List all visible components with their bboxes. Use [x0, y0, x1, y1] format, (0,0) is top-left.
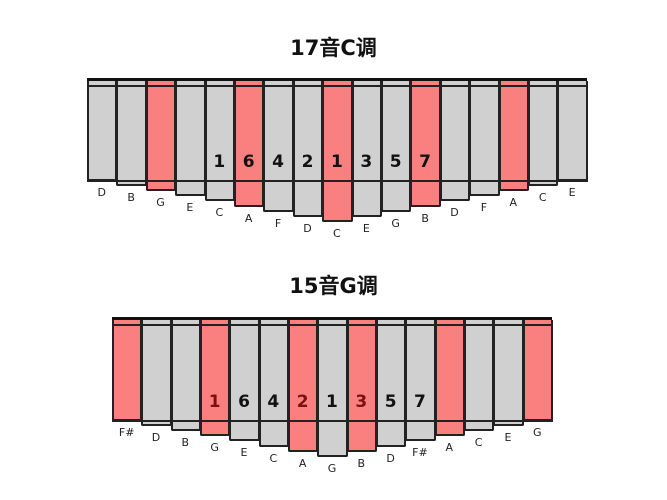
kalimba-key [434, 320, 465, 437]
note-label: C [474, 436, 483, 450]
note-label: B [127, 191, 135, 205]
scale-degree-number: 2 [296, 392, 309, 412]
note-label: C [538, 191, 547, 205]
kalimba-key [322, 81, 353, 222]
kalimba-key [493, 320, 524, 427]
note-label: B [357, 456, 366, 470]
kalimba-key [258, 320, 289, 447]
scale-degree-number: 1 [330, 152, 343, 172]
note-label: E [240, 446, 248, 460]
title-17-key-c: 17音C调 [290, 36, 377, 60]
kalimba-key [170, 320, 201, 432]
scale-degree-number: 6 [242, 152, 255, 172]
note-label: E [504, 431, 512, 445]
kalimba-key [498, 81, 529, 192]
note-label: F# [412, 446, 428, 460]
kalimba-key [469, 81, 500, 197]
note-label: G [391, 216, 400, 230]
note-label: G [210, 441, 219, 455]
note-label: E [186, 201, 194, 215]
kalimba-key [141, 320, 172, 427]
note-label: E [568, 186, 576, 199]
note-label: A [244, 211, 253, 225]
kalimba-key [405, 320, 436, 442]
note-label: G [156, 196, 165, 210]
note-label: D [151, 431, 161, 445]
kalimba-key [375, 320, 407, 447]
scale-degree-number: 7 [419, 152, 432, 172]
kalimba-key [287, 320, 319, 452]
scale-degree-number: 1 [213, 152, 226, 172]
scale-degree-number: 1 [326, 392, 338, 412]
note-label: F [274, 216, 282, 230]
note-label: D [97, 186, 106, 199]
kalimba-key [351, 81, 382, 217]
scale-degree-number: 2 [301, 152, 314, 172]
scale-degree-number: 3 [355, 392, 368, 412]
scale-degree-number: 5 [384, 392, 397, 412]
kalimba-key [381, 81, 412, 212]
kalimba-key [175, 81, 206, 197]
note-label: A [298, 456, 307, 470]
note-label: C [269, 451, 278, 465]
kalimba-key [463, 320, 495, 432]
kalimba-key [263, 81, 294, 212]
kalimba-key [234, 81, 265, 207]
note-label: A [509, 196, 518, 210]
kalimba-key [204, 81, 235, 202]
note-label: G [327, 461, 337, 475]
note-label: C [333, 226, 341, 240]
note-label: A [445, 441, 454, 455]
scale-degree-number: 4 [267, 392, 280, 412]
kalimba-key [410, 81, 441, 207]
kalimba-key [522, 320, 553, 421]
note-label: E [362, 221, 370, 235]
title-15-key-g: 15音G调 [289, 274, 378, 298]
key-bridge [87, 78, 587, 81]
kalimba-key [229, 320, 260, 442]
scale-degree-number: 3 [360, 152, 373, 172]
note-label: B [421, 211, 429, 225]
kalimba-key [317, 320, 348, 457]
kalimba-key [116, 81, 147, 187]
key-bridge [112, 317, 552, 320]
note-label: G [533, 426, 542, 439]
kalimba-key [292, 81, 324, 217]
scale-degree-number: 6 [238, 392, 250, 412]
note-label: D [386, 451, 395, 465]
scale-degree-number: 1 [208, 392, 221, 412]
note-label: C [215, 206, 224, 220]
kalimba-key [557, 81, 588, 181]
kalimba-key [112, 320, 143, 421]
kalimba-key [439, 81, 471, 202]
note-label: F [480, 201, 488, 215]
scale-degree-number: 7 [414, 392, 426, 412]
kalimba-key [145, 81, 177, 192]
kalimba-key [87, 81, 118, 181]
kalimba-key [199, 320, 231, 437]
key-baseline [112, 420, 553, 422]
scale-degree-number: 4 [272, 152, 285, 172]
key-baseline [87, 180, 588, 182]
kalimba-key [346, 320, 377, 452]
note-label: F# [118, 426, 135, 439]
note-label: B [181, 436, 190, 450]
scale-degree-number: 5 [389, 152, 402, 172]
note-label: D [303, 221, 312, 235]
note-label: D [450, 206, 459, 220]
kalimba-key [528, 81, 559, 187]
